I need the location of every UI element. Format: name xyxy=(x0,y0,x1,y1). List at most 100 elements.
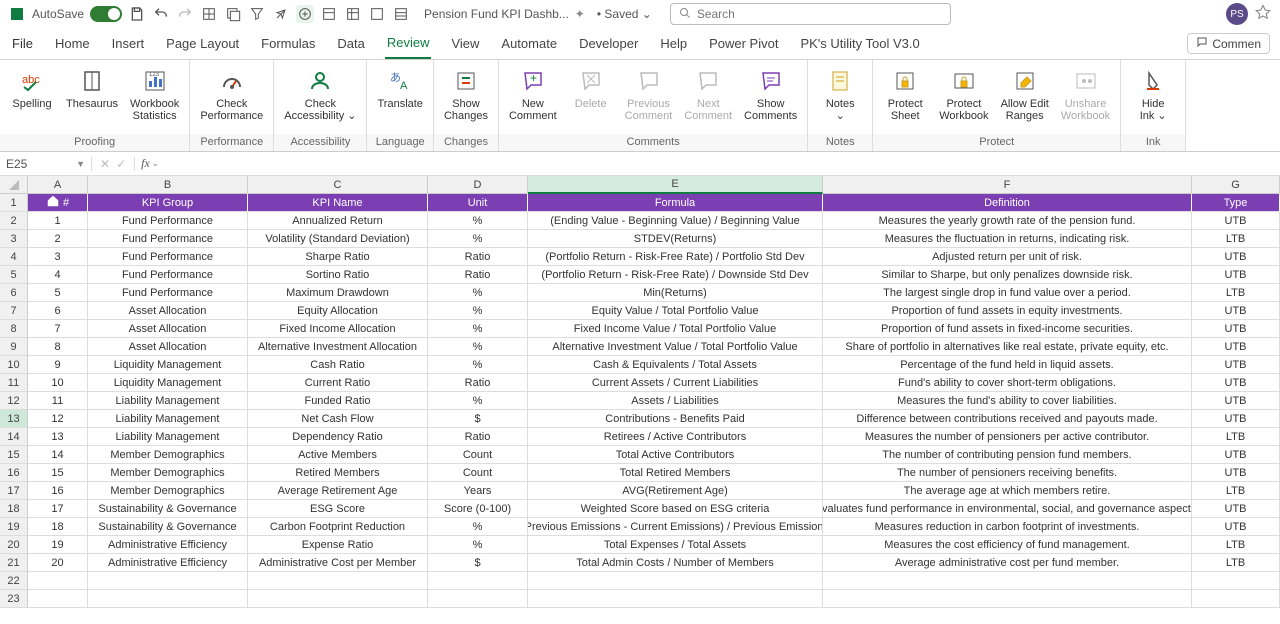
tab-review[interactable]: Review xyxy=(385,28,432,59)
data-cell[interactable]: UTB xyxy=(1192,410,1280,428)
row-header-23[interactable]: 23 xyxy=(0,590,28,608)
empty-cell[interactable] xyxy=(28,572,88,590)
data-cell[interactable]: Liability Management xyxy=(88,410,248,428)
data-cell[interactable]: Fund Performance xyxy=(88,266,248,284)
header-cell[interactable]: Unit xyxy=(428,194,528,212)
data-cell[interactable]: Liability Management xyxy=(88,428,248,446)
spelling-button[interactable]: abcSpelling xyxy=(6,64,58,112)
premium-icon[interactable] xyxy=(1254,4,1272,25)
empty-cell[interactable] xyxy=(823,572,1192,590)
qat-icon-6[interactable] xyxy=(320,5,338,23)
header-cell[interactable]: # xyxy=(28,194,88,212)
tab-developer[interactable]: Developer xyxy=(577,28,640,59)
data-cell[interactable]: Member Demographics xyxy=(88,446,248,464)
data-cell[interactable]: Alternative Investment Allocation xyxy=(248,338,428,356)
data-cell[interactable]: Fund Performance xyxy=(88,284,248,302)
data-cell[interactable]: 11 xyxy=(28,392,88,410)
data-cell[interactable]: Ratio xyxy=(428,248,528,266)
row-header-2[interactable]: 2 xyxy=(0,212,28,230)
data-cell[interactable]: Min(Returns) xyxy=(528,284,823,302)
data-cell[interactable]: Measures the cost efficiency of fund man… xyxy=(823,536,1192,554)
tab-insert[interactable]: Insert xyxy=(110,28,147,59)
qat-icon-4[interactable] xyxy=(272,5,290,23)
data-cell[interactable]: LTB xyxy=(1192,284,1280,302)
empty-cell[interactable] xyxy=(428,590,528,608)
row-header-9[interactable]: 9 xyxy=(0,338,28,356)
data-cell[interactable]: Percentage of the fund held in liquid as… xyxy=(823,356,1192,374)
data-cell[interactable]: 10 xyxy=(28,374,88,392)
header-cell[interactable]: Type xyxy=(1192,194,1280,212)
data-cell[interactable]: Liquidity Management xyxy=(88,356,248,374)
check-button[interactable]: Check Performance xyxy=(196,64,267,124)
data-cell[interactable]: UTB xyxy=(1192,518,1280,536)
data-cell[interactable]: UTB xyxy=(1192,248,1280,266)
row-header-1[interactable]: 1 xyxy=(0,194,28,212)
header-cell[interactable]: KPI Group xyxy=(88,194,248,212)
data-cell[interactable]: Score (0-100) xyxy=(428,500,528,518)
row-header-6[interactable]: 6 xyxy=(0,284,28,302)
data-cell[interactable]: Current Assets / Current Liabilities xyxy=(528,374,823,392)
data-cell[interactable]: (Previous Emissions - Current Emissions)… xyxy=(528,518,823,536)
data-cell[interactable]: Contributions - Benefits Paid xyxy=(528,410,823,428)
data-cell[interactable]: Liquidity Management xyxy=(88,374,248,392)
data-cell[interactable]: $ xyxy=(428,554,528,572)
data-cell[interactable]: Fixed Income Value / Total Portfolio Val… xyxy=(528,320,823,338)
data-cell[interactable]: LTB xyxy=(1192,554,1280,572)
data-cell[interactable]: Sortino Ratio xyxy=(248,266,428,284)
select-all-corner[interactable] xyxy=(0,176,28,194)
data-cell[interactable]: Average administrative cost per fund mem… xyxy=(823,554,1192,572)
show-button[interactable]: Show Comments xyxy=(740,64,801,124)
data-cell[interactable]: UTB xyxy=(1192,320,1280,338)
data-cell[interactable]: UTB xyxy=(1192,212,1280,230)
data-cell[interactable]: Similar to Sharpe, but only penalizes do… xyxy=(823,266,1192,284)
name-box[interactable]: E25 ▼ xyxy=(0,157,92,171)
data-cell[interactable]: % xyxy=(428,320,528,338)
column-header-B[interactable]: B xyxy=(88,176,248,194)
empty-cell[interactable] xyxy=(528,590,823,608)
data-cell[interactable]: 9 xyxy=(28,356,88,374)
data-cell[interactable]: Retirees / Active Contributors xyxy=(528,428,823,446)
column-header-F[interactable]: F xyxy=(823,176,1192,194)
data-cell[interactable]: UTB xyxy=(1192,338,1280,356)
data-cell[interactable]: (Ending Value - Beginning Value) / Begin… xyxy=(528,212,823,230)
column-header-G[interactable]: G xyxy=(1192,176,1280,194)
data-cell[interactable]: 16 xyxy=(28,482,88,500)
data-cell[interactable]: % xyxy=(428,356,528,374)
data-cell[interactable]: % xyxy=(428,338,528,356)
data-cell[interactable]: 19 xyxy=(28,536,88,554)
data-cell[interactable]: Assets / Liabilities xyxy=(528,392,823,410)
header-cell[interactable]: Formula xyxy=(528,194,823,212)
save-icon[interactable] xyxy=(128,5,146,23)
qat-icon-5[interactable] xyxy=(296,5,314,23)
data-cell[interactable]: Active Members xyxy=(248,446,428,464)
tab-page-layout[interactable]: Page Layout xyxy=(164,28,241,59)
column-header-C[interactable]: C xyxy=(248,176,428,194)
tab-help[interactable]: Help xyxy=(658,28,689,59)
data-cell[interactable]: UTB xyxy=(1192,356,1280,374)
data-cell[interactable]: UTB xyxy=(1192,464,1280,482)
workbook-button[interactable]: 123Workbook Statistics xyxy=(126,64,183,124)
data-cell[interactable]: Total Active Contributors xyxy=(528,446,823,464)
qat-icon-7[interactable] xyxy=(344,5,362,23)
data-cell[interactable]: LTB xyxy=(1192,482,1280,500)
data-cell[interactable]: Maximum Drawdown xyxy=(248,284,428,302)
data-cell[interactable]: 15 xyxy=(28,464,88,482)
data-cell[interactable]: Member Demographics xyxy=(88,464,248,482)
empty-cell[interactable] xyxy=(1192,590,1280,608)
data-cell[interactable]: Proportion of fund assets in fixed-incom… xyxy=(823,320,1192,338)
data-cell[interactable]: Average Retirement Age xyxy=(248,482,428,500)
data-cell[interactable]: Share of portfolio in alternatives like … xyxy=(823,338,1192,356)
data-cell[interactable]: Measures the fluctuation in returns, ind… xyxy=(823,230,1192,248)
data-cell[interactable]: Administrative Cost per Member xyxy=(248,554,428,572)
data-cell[interactable]: UTB xyxy=(1192,302,1280,320)
tab-formulas[interactable]: Formulas xyxy=(259,28,317,59)
row-header-19[interactable]: 19 xyxy=(0,518,28,536)
row-header-22[interactable]: 22 xyxy=(0,572,28,590)
row-header-8[interactable]: 8 xyxy=(0,320,28,338)
row-header-21[interactable]: 21 xyxy=(0,554,28,572)
data-cell[interactable]: 5 xyxy=(28,284,88,302)
data-cell[interactable]: UTB xyxy=(1192,374,1280,392)
empty-cell[interactable] xyxy=(1192,572,1280,590)
protect-button[interactable]: Protect Sheet xyxy=(879,64,931,124)
data-cell[interactable]: % xyxy=(428,518,528,536)
